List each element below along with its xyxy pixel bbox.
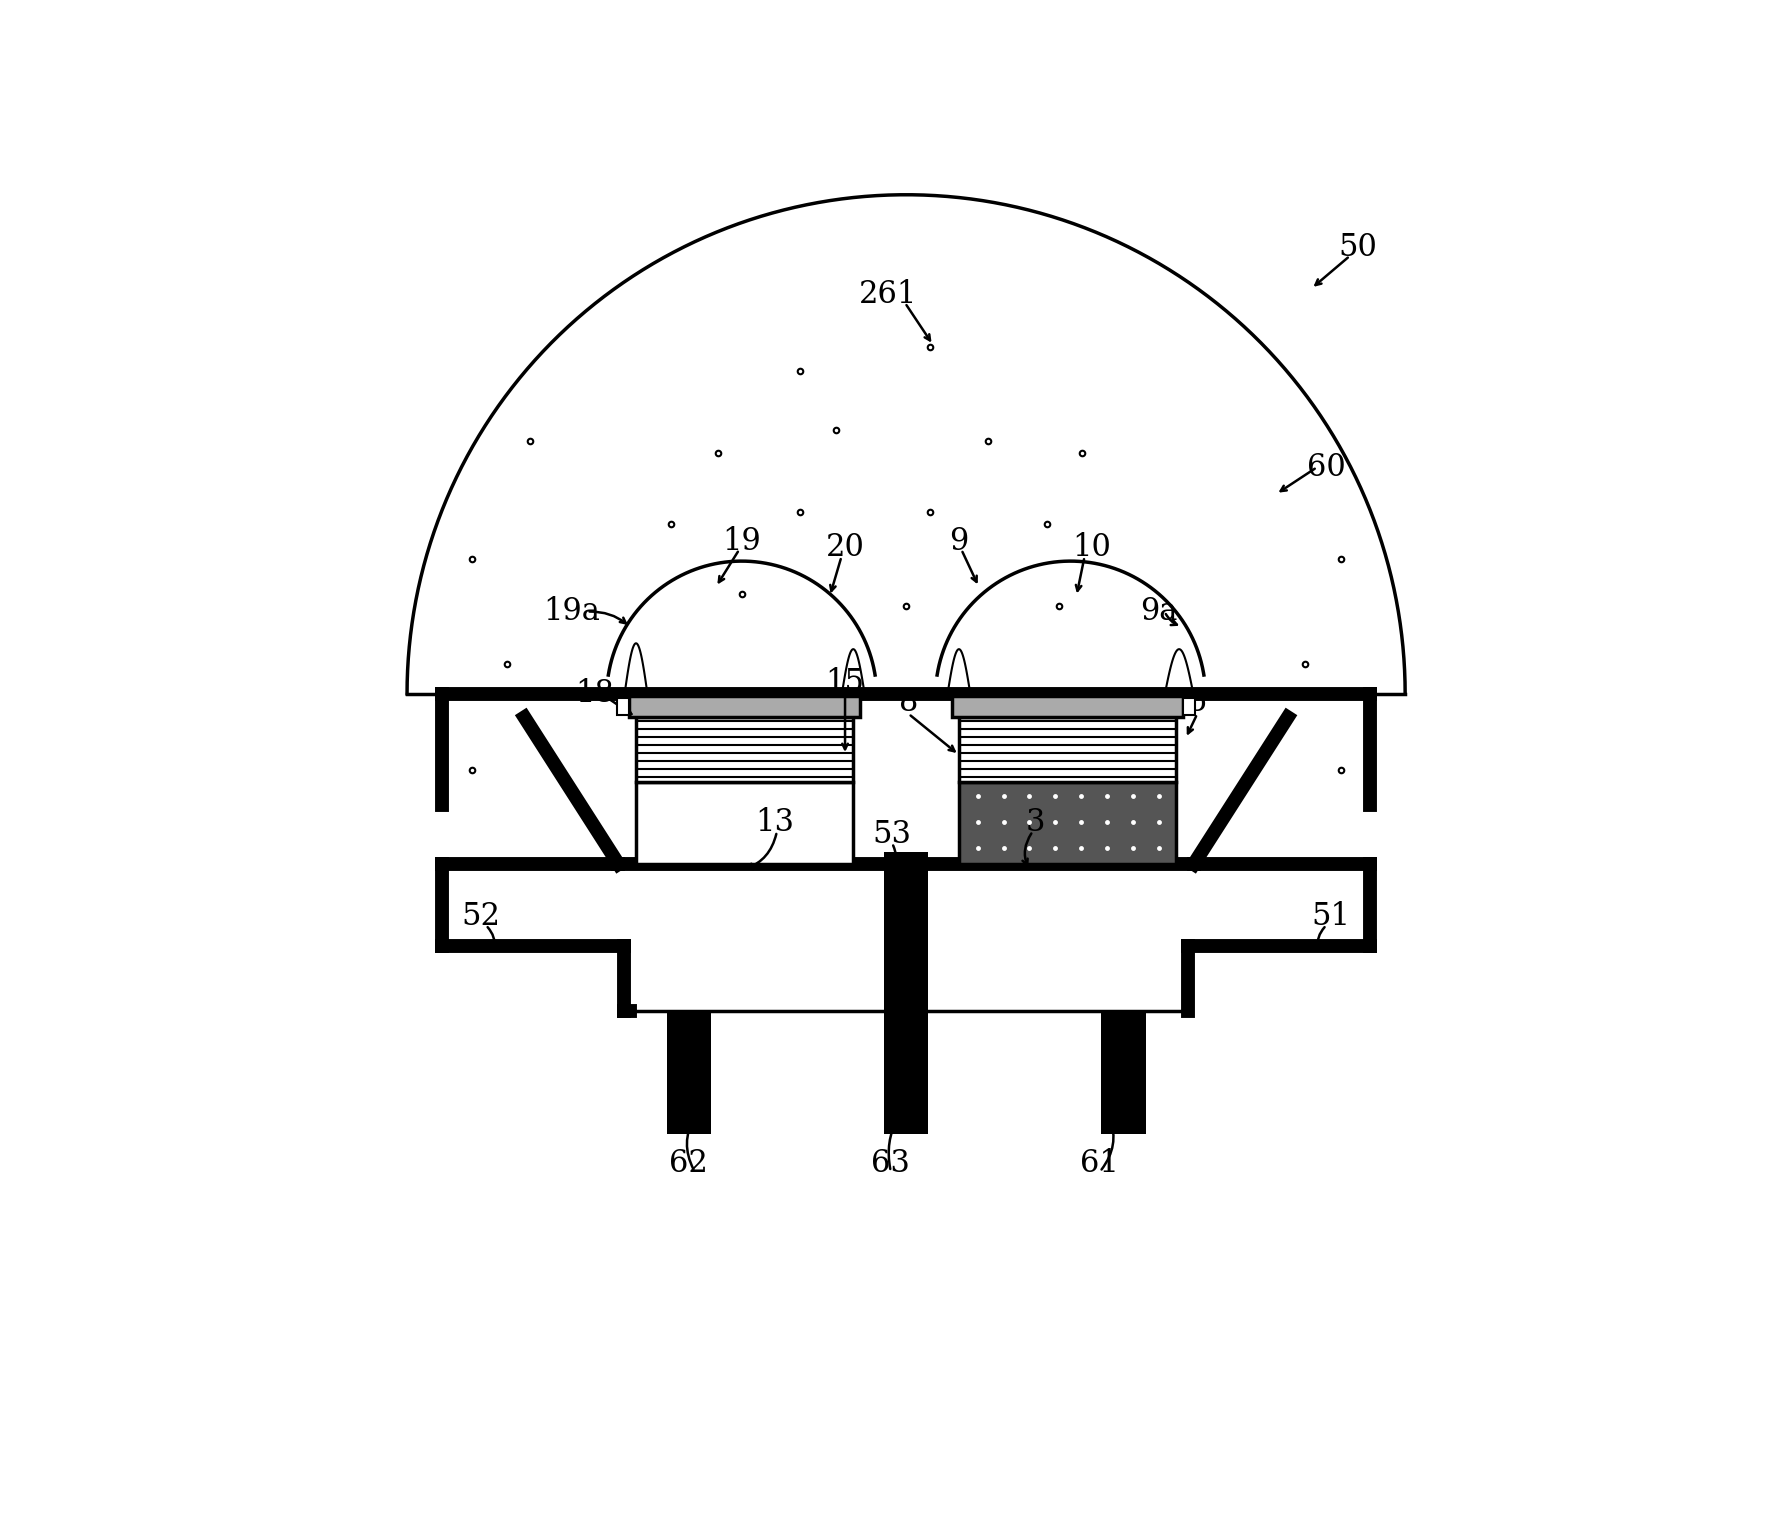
- Text: 51: 51: [1312, 901, 1351, 932]
- Text: 19a: 19a: [543, 596, 599, 627]
- Text: 5: 5: [1188, 686, 1208, 718]
- Text: 9: 9: [949, 526, 969, 557]
- Text: 62: 62: [670, 1148, 709, 1179]
- Text: 3: 3: [1025, 807, 1045, 839]
- Bar: [617, 698, 629, 715]
- Bar: [636, 782, 854, 865]
- Bar: [629, 695, 861, 717]
- Text: 8: 8: [898, 686, 918, 718]
- Bar: [958, 717, 1176, 782]
- Text: 50: 50: [1338, 232, 1377, 264]
- Text: 60: 60: [1307, 451, 1345, 483]
- Text: 15: 15: [826, 666, 865, 697]
- Text: 61: 61: [1080, 1148, 1119, 1179]
- Bar: [636, 717, 854, 782]
- Text: 13: 13: [755, 807, 794, 839]
- Text: 63: 63: [872, 1148, 911, 1179]
- Text: 10: 10: [1071, 532, 1110, 563]
- Bar: [958, 782, 1176, 865]
- Text: 9a: 9a: [1140, 596, 1177, 627]
- Text: 20: 20: [826, 532, 865, 563]
- Bar: [1101, 1011, 1146, 1135]
- Bar: [667, 1011, 711, 1135]
- Text: 261: 261: [859, 279, 918, 310]
- Bar: [951, 695, 1183, 717]
- Text: 19: 19: [723, 526, 760, 557]
- Text: 52: 52: [461, 901, 500, 932]
- Text: 53: 53: [873, 819, 912, 851]
- Text: 18: 18: [576, 679, 613, 709]
- Bar: [1183, 698, 1195, 715]
- Bar: [884, 852, 928, 1135]
